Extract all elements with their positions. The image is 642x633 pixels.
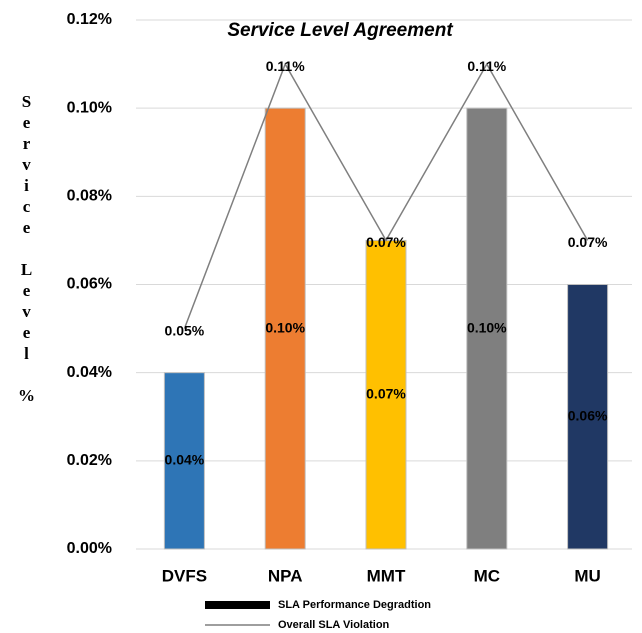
data-label: 0.07% <box>568 234 608 250</box>
legend-swatch <box>205 601 270 609</box>
data-label: 0.11% <box>467 58 506 74</box>
y-tick-label: 0.04% <box>67 364 112 381</box>
x-tick-label: MMT <box>367 566 406 585</box>
x-tick-label: DVFS <box>162 566 207 585</box>
chart-title: Service Level Agreement <box>227 20 453 41</box>
x-tick-label: NPA <box>268 566 303 585</box>
data-label: 0.10% <box>467 319 507 335</box>
data-label: 0.10% <box>265 319 305 335</box>
data-label: 0.04% <box>165 452 205 468</box>
bar <box>466 107 508 550</box>
legend-label: Overall SLA Violation <box>278 619 390 631</box>
y-tick-label: 0.02% <box>67 452 112 469</box>
bar <box>365 239 407 550</box>
y-tick-label: 0.00% <box>67 540 112 557</box>
y-axis-label: Service Level % <box>17 92 36 407</box>
bar <box>163 372 205 550</box>
data-label: 0.05% <box>165 322 205 338</box>
legend-label: SLA Performance Degradtion <box>278 599 431 611</box>
y-tick-label: 0.08% <box>67 188 112 205</box>
y-tick-label: 0.06% <box>67 276 112 293</box>
data-label: 0.07% <box>366 234 406 250</box>
y-tick-label: 0.10% <box>67 99 112 116</box>
y-tick-label: 0.12% <box>67 11 112 28</box>
bar <box>264 107 306 550</box>
data-label: 0.07% <box>366 385 406 401</box>
data-label: 0.11% <box>266 58 305 74</box>
bar <box>567 284 609 550</box>
x-tick-label: MC <box>474 566 500 585</box>
line <box>183 62 589 329</box>
data-label: 0.06% <box>568 407 608 423</box>
x-tick-label: MU <box>574 566 600 585</box>
